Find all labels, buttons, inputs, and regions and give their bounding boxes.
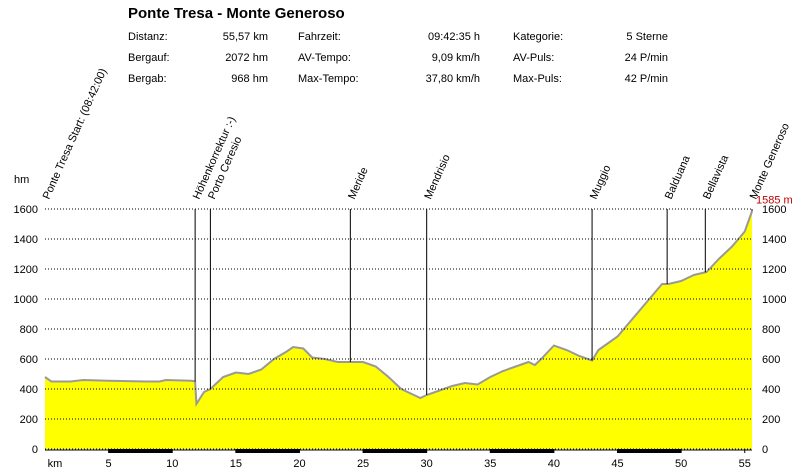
stat-value: 9,09 km/h	[432, 52, 480, 64]
stat-value: 55,57 km	[223, 31, 268, 43]
waypoint-label: Bellavista	[701, 153, 731, 202]
plot: 0 0 200 200 400 400 600 600 800 800 1000 1000 1200 12…	[14, 67, 793, 470]
axis-stripe	[363, 449, 427, 453]
y-tick-label: 600	[20, 354, 38, 366]
stat-label: AV-Puls:	[513, 52, 554, 64]
waypoint-label: Muggio	[588, 163, 614, 201]
elevation-area	[45, 211, 752, 449]
waypoint-label: Mendrisio	[422, 153, 452, 201]
stat-label: AV-Tempo:	[298, 52, 351, 64]
y-tick-label: 1000	[14, 294, 38, 306]
x-tick-label: 20	[293, 458, 305, 470]
y2-tick-label: 600	[762, 354, 780, 366]
stat-value: 37,80 km/h	[426, 73, 480, 85]
x-tick-label: 50	[675, 458, 687, 470]
stat-label: Bergab:	[128, 73, 167, 85]
stat-value: 24 P/min	[625, 52, 668, 64]
y2-tick-label: 1000	[762, 294, 786, 306]
y-tick-label: 1200	[14, 264, 38, 276]
x-tick-label: 55	[739, 458, 751, 470]
y-tick-label: 800	[20, 324, 38, 336]
x-tick-label: 5	[106, 458, 112, 470]
end-label: 1585 m	[756, 194, 793, 206]
stat-value: 42 P/min	[625, 73, 668, 85]
waypoint-label: Balduana	[663, 153, 693, 201]
x-tick-label: 10	[166, 458, 178, 470]
stat-label: Max-Puls:	[513, 73, 562, 85]
stat-value: 2072 hm	[225, 52, 268, 64]
axis-stripe	[235, 449, 300, 453]
x-tick-label: 15	[230, 458, 242, 470]
y-tick-label: 1400	[14, 234, 38, 246]
y-axis-label: hm	[14, 174, 29, 186]
waypoint-label: Meride	[346, 166, 371, 202]
y-tick-label: 0	[32, 444, 38, 456]
axis-stripe	[617, 449, 682, 453]
x-axis-label: km	[48, 458, 63, 470]
y-tick-label: 400	[20, 384, 38, 396]
y2-tick-label: 1600	[762, 204, 786, 216]
y2-tick-label: 0	[762, 444, 768, 456]
stat-value: 5 Sterne	[626, 31, 668, 43]
y-tick-label: 200	[20, 414, 38, 426]
y2-tick-label: 200	[762, 414, 780, 426]
stat-value: 09:42:35 h	[428, 31, 480, 43]
waypoint-label: Ponte Tresa Start: (08:42:00)	[41, 67, 110, 201]
stat-value: 968 hm	[231, 73, 268, 85]
axis-stripe	[490, 449, 554, 453]
axis-stripe	[108, 449, 173, 453]
y2-tick-label: 1400	[762, 234, 786, 246]
stat-label: Kategorie:	[513, 31, 563, 43]
chart-title: Ponte Tresa - Monte Generoso	[128, 5, 345, 22]
stat-label: Bergauf:	[128, 52, 170, 64]
stat-label: Distanz:	[128, 31, 168, 43]
x-tick-label: 25	[357, 458, 369, 470]
x-tick-label: 30	[421, 458, 433, 470]
elevation-line	[44, 210, 753, 408]
y2-tick-label: 800	[762, 324, 780, 336]
x-tick-label: 40	[548, 458, 560, 470]
x-tick-label: 45	[611, 458, 623, 470]
x-tick-label: 35	[484, 458, 496, 470]
waypoint-label: Monte Generoso	[748, 121, 792, 201]
y-tick-label: 1600	[14, 204, 38, 216]
stat-label: Fahrzeit:	[298, 31, 341, 43]
stat-label: Max-Tempo:	[298, 73, 359, 85]
y2-tick-label: 1200	[762, 264, 786, 276]
y2-tick-label: 400	[762, 384, 780, 396]
